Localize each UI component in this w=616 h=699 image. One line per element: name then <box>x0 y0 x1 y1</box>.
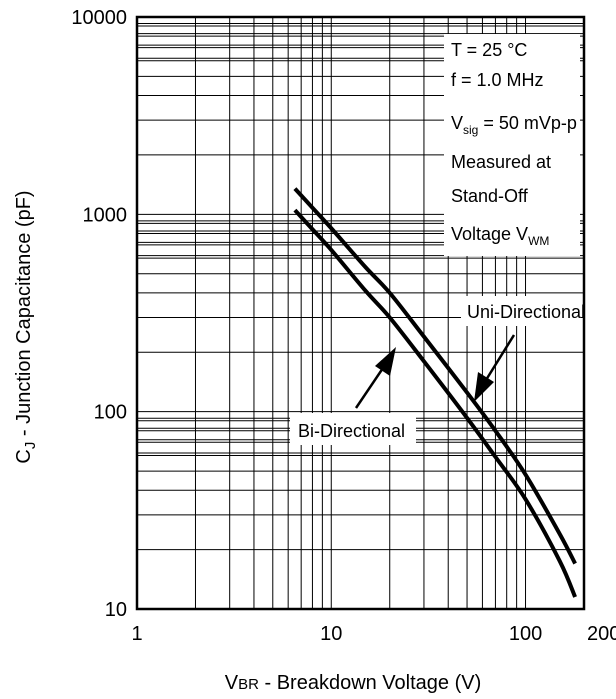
x-tick-label: 100 <box>509 623 542 645</box>
bi-directional-arrow-line <box>354 367 385 409</box>
conditions-box-background <box>444 34 580 256</box>
x-axis-label: VBR - Breakdown Voltage (V) <box>225 672 482 694</box>
conditions-box: T = 25 °C f = 1.0 MHz Vsig = 50 mVp-p Me… <box>444 34 580 256</box>
y-axis-label: CJ - Junction Capacitance (pF) <box>13 190 39 463</box>
y-tick-label: 100 <box>94 402 127 424</box>
x-tick-label: 200 <box>587 623 616 645</box>
y-tick-label: 10000 <box>71 7 127 29</box>
y-tick-label: 1000 <box>83 204 128 226</box>
bi-directional-label: Bi-Directional <box>298 421 405 441</box>
bi-directional-curve <box>293 208 577 598</box>
uni-directional-label: Uni-Directional <box>467 302 585 322</box>
x-tick-label: 1 <box>131 623 142 645</box>
condition-frequency: f = 1.0 MHz <box>451 70 544 90</box>
y-tick-label: 10 <box>105 599 127 621</box>
condition-voltage: Voltage VWM <box>451 224 549 248</box>
condition-measured: Measured at <box>451 152 551 172</box>
uni-directional-callout: Uni-Directional <box>461 296 585 402</box>
uni-directional-label-background <box>461 296 581 326</box>
condition-standoff: Stand-Off <box>451 186 529 206</box>
bi-directional-arrow-head <box>375 347 396 376</box>
uni-directional-curve <box>293 187 577 565</box>
condition-temp: T = 25 °C <box>451 40 527 60</box>
x-tick-label: 10 <box>320 623 342 645</box>
bi-directional-label-background <box>290 413 416 445</box>
uni-directional-arrow-line <box>484 334 516 381</box>
condition-vsig: Vsig = 50 mVp-p <box>451 113 577 137</box>
plot-frame <box>135 15 586 611</box>
curves <box>293 187 577 598</box>
uni-directional-arrow-head <box>474 372 494 402</box>
bi-directional-callout: Bi-Directional <box>290 347 416 445</box>
